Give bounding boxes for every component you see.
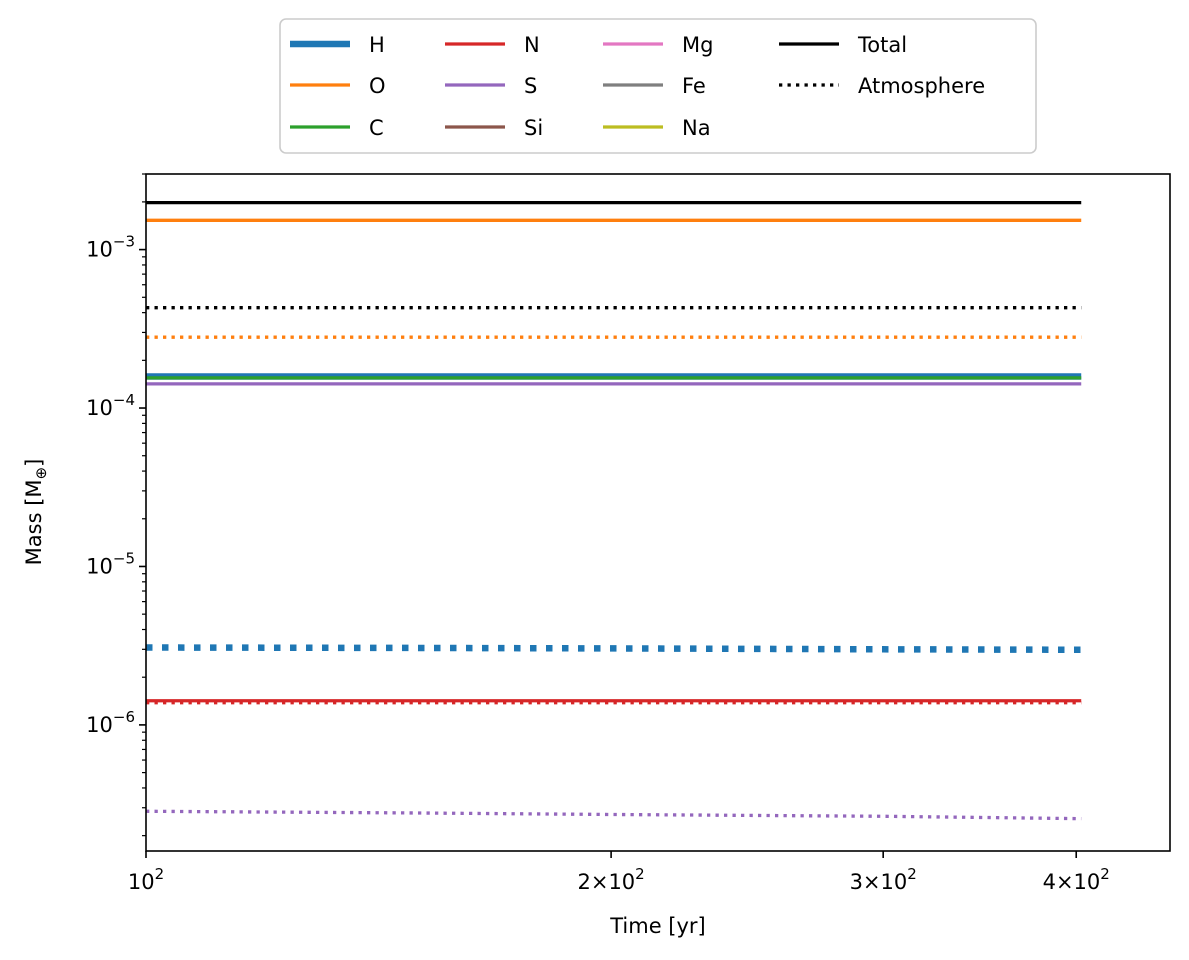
legend-label: Si <box>524 116 543 140</box>
x-tick-label: 2×102 <box>577 865 644 894</box>
plot-area: 10−3 10−4 10−5 10−6 102 2×102 3×102 4×102 <box>86 173 1171 894</box>
legend-label: Atmosphere <box>858 74 985 98</box>
y-tick-label: 10−6 <box>86 708 135 737</box>
y-tick-label: 10−4 <box>86 391 135 420</box>
series-line-s-atmosphere <box>145 809 1082 821</box>
legend-item-h: H <box>290 33 385 57</box>
plot-frame <box>145 173 1171 852</box>
y-tick-label: 10−5 <box>86 549 135 578</box>
legend-label: Fe <box>682 74 706 98</box>
legend-label: Na <box>682 116 711 140</box>
y-axis-label: Mass [M⊕] <box>22 459 50 566</box>
legend-item-na: Na <box>603 116 711 140</box>
y-tick-label: 10−3 <box>86 233 135 262</box>
legend-label: C <box>369 116 384 140</box>
legend-label: H <box>369 33 385 57</box>
legend-label: O <box>369 74 386 98</box>
legend-item-o: O <box>290 74 386 98</box>
x-tick-label: 102 <box>128 865 164 894</box>
legend-item-c: C <box>290 116 384 140</box>
legend-item-total: Total <box>779 33 907 57</box>
x-tick-label: 4×102 <box>1043 865 1110 894</box>
legend-item-n: N <box>445 33 540 57</box>
legend: HOC NS Si Mg Fe Na Total Atmosphere <box>279 18 1037 154</box>
x-axis-label: Time [yr] <box>609 914 706 938</box>
legend-item-fe: Fe <box>603 74 706 98</box>
x-tick-label: 3×102 <box>850 865 917 894</box>
legend-item-atmosphere: Atmosphere <box>779 74 985 98</box>
legend-label: Mg <box>682 33 713 57</box>
legend-label: Total <box>857 33 907 57</box>
legend-item-s: S <box>445 74 537 98</box>
legend-label: N <box>524 33 540 57</box>
legend-item-si: Si <box>445 116 543 140</box>
series-line-h-atmosphere <box>145 644 1082 654</box>
legend-label: S <box>524 74 537 98</box>
legend-item-mg: Mg <box>603 33 713 57</box>
